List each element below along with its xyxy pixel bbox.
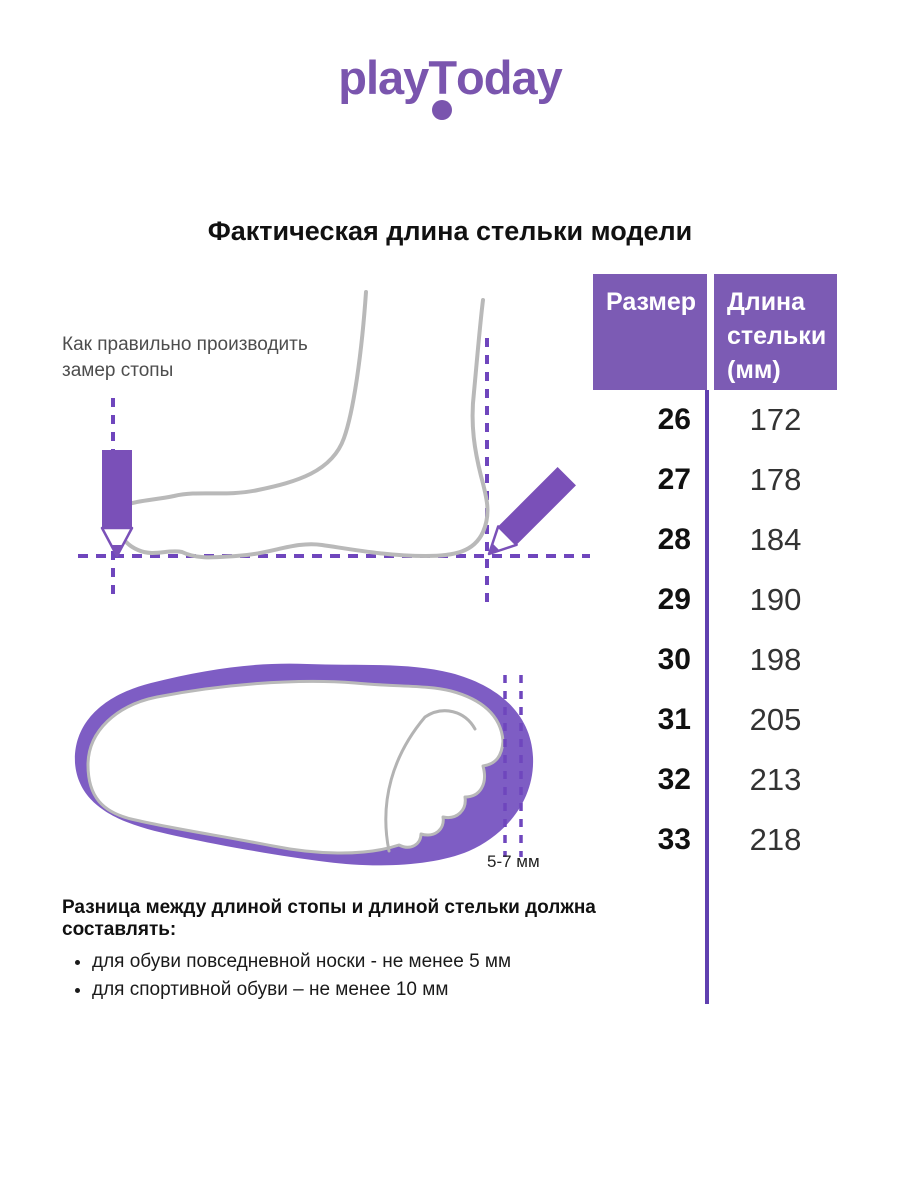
length-value: 213 [749, 762, 802, 797]
allowance-label: 5-7 мм [487, 852, 540, 871]
logo-part-play: play [338, 51, 429, 104]
brand-logo-text: playT oday [338, 50, 563, 120]
logo-part-t: T [428, 51, 457, 104]
table-row: 28 184 [593, 510, 837, 570]
size-table-header: Размер Длина стельки (мм) [593, 274, 837, 390]
size-value: 33 [657, 823, 691, 856]
column-header-length: Длина стельки (мм) [714, 274, 837, 390]
foot-side-measure-diagram [78, 290, 590, 602]
logo-dot-icon [432, 100, 453, 120]
heel-pencil-icon [487, 467, 576, 556]
footprint-shape [86, 679, 505, 855]
table-row: 27 178 [593, 450, 837, 510]
size-value: 28 [657, 523, 691, 556]
note-heading: Разница между длиной стопы и длиной стел… [62, 897, 596, 940]
length-value: 198 [749, 642, 802, 677]
size-value: 26 [657, 403, 691, 436]
length-value: 205 [749, 702, 802, 737]
size-value: 32 [657, 763, 691, 796]
logo-part-oday: oday [456, 51, 563, 104]
note-item: для спортивной обуви – не менее 10 мм [92, 976, 602, 1004]
footprint-insole-diagram [74, 663, 534, 866]
size-value: 27 [657, 463, 691, 496]
measure-hint-text: Как правильно производить замер стопы [62, 334, 308, 382]
foot-side-outline [115, 290, 490, 560]
brand-logo: playT oday [0, 50, 900, 120]
size-value: 29 [657, 583, 691, 616]
table-row: 30 198 [593, 630, 837, 690]
note-list: для обуви повседневной носки - не менее … [62, 948, 602, 1003]
length-value: 190 [749, 582, 802, 617]
size-table-rows: 26 172 27 178 28 184 29 190 30 198 31 20… [593, 390, 837, 870]
size-value: 31 [657, 703, 691, 736]
note-item: для обуви повседневной носки - не менее … [92, 948, 602, 976]
table-row: 26 172 [593, 390, 837, 450]
table-row: 29 190 [593, 570, 837, 630]
table-row: 32 213 [593, 750, 837, 810]
length-value: 178 [749, 462, 802, 497]
page-title: Фактическая длина стельки модели [207, 216, 693, 246]
column-header-size: Размер [593, 274, 707, 390]
size-value: 30 [657, 643, 691, 676]
length-value: 184 [749, 522, 802, 557]
footprint-crease-line [384, 709, 477, 853]
length-value: 218 [749, 822, 802, 857]
note-block: Разница между длиной стопы и длиной стел… [62, 897, 602, 1003]
table-row: 31 205 [593, 690, 837, 750]
logo-part-t-wrap: T [428, 50, 457, 120]
table-row: 33 218 [593, 810, 837, 870]
table-divider-line [705, 390, 709, 1004]
toe-pencil-icon [100, 450, 134, 558]
length-value: 172 [749, 402, 802, 437]
